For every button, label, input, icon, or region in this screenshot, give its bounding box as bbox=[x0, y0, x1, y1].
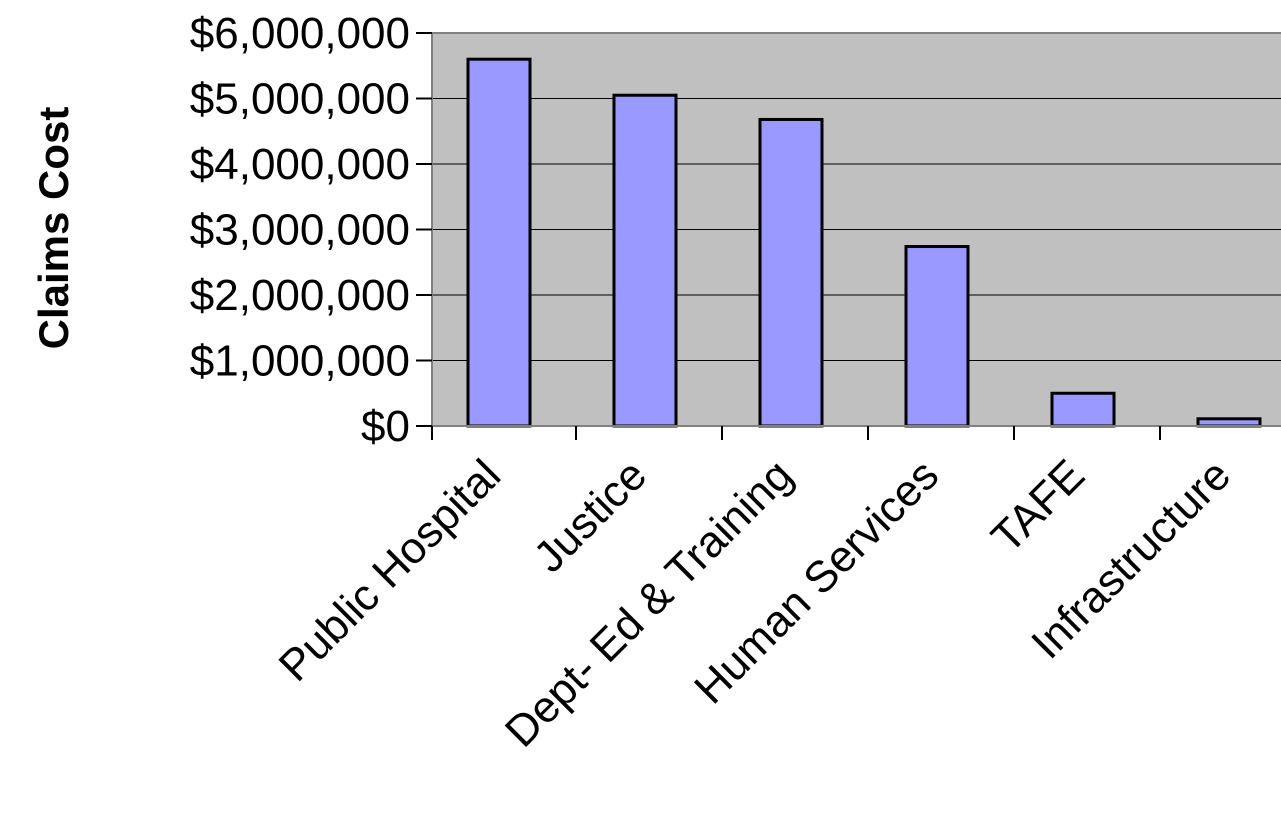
x-tick-label: Human Services bbox=[685, 450, 948, 713]
x-tick-label: Dept- Ed & Training bbox=[496, 450, 802, 756]
y-tick-label: $0 bbox=[361, 402, 410, 451]
y-tick-label: $5,000,000 bbox=[190, 75, 410, 124]
bar bbox=[904, 245, 970, 428]
y-axis-ticks: $0 $1,000,000 $2,000,000 $3,000,000 $4,000,0… bbox=[190, 9, 432, 451]
bar bbox=[1050, 391, 1116, 428]
y-tick-label: $2,000,000 bbox=[190, 271, 410, 320]
y-tick-label: $4,000,000 bbox=[190, 140, 410, 189]
y-axis-title: Claims Cost bbox=[30, 107, 77, 350]
bars bbox=[466, 57, 1262, 428]
x-tick-label: Public Hospital bbox=[270, 450, 510, 690]
y-tick-label: $6,000,000 bbox=[190, 9, 410, 58]
bar bbox=[1196, 417, 1262, 428]
x-tick-label: Justice bbox=[525, 450, 656, 581]
bar bbox=[758, 117, 824, 428]
y-tick-label: $3,000,000 bbox=[190, 206, 410, 255]
bar bbox=[612, 93, 678, 428]
y-tick-label: $1,000,000 bbox=[190, 337, 410, 386]
bar bbox=[466, 57, 532, 428]
x-tick-label: TAFE bbox=[982, 450, 1094, 562]
